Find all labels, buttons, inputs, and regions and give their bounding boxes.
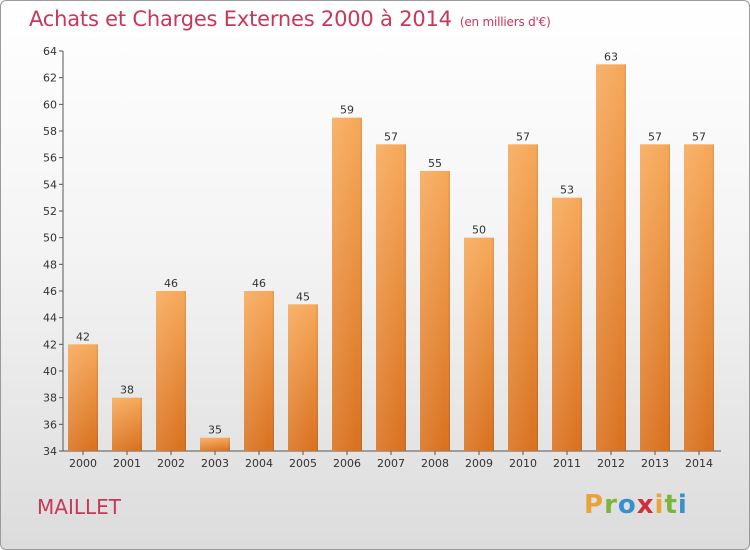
logo-letter: t: [664, 490, 678, 520]
y-tick-label: 44: [43, 312, 57, 325]
x-tick-label: 2014: [685, 457, 713, 470]
y-tick-label: 56: [43, 152, 57, 165]
x-tick-label: 2004: [245, 457, 273, 470]
x-tick-label: 2001: [113, 457, 141, 470]
y-tick-label: 50: [43, 232, 57, 245]
x-tick-label: 2013: [641, 457, 669, 470]
x-tick-label: 2003: [201, 457, 229, 470]
bar-shade: [420, 171, 450, 451]
bar-shade: [200, 437, 230, 451]
bar-shade: [552, 197, 582, 451]
bar-shade: [288, 304, 318, 451]
logo-letter: i: [654, 490, 665, 520]
x-tick-label: 2007: [377, 457, 405, 470]
x-tick-label: 2008: [421, 457, 449, 470]
x-tick-label: 2005: [289, 457, 317, 470]
x-tick-label: 2010: [509, 457, 537, 470]
bar-value-label: 35: [208, 424, 222, 437]
x-tick-label: 2012: [597, 457, 625, 470]
y-tick-label: 40: [43, 365, 57, 378]
y-tick-label: 36: [43, 418, 57, 431]
logo-letter: x: [636, 490, 655, 520]
logo-letter: P: [584, 490, 605, 520]
x-tick-label: 2011: [553, 457, 581, 470]
bar-value-label: 63: [604, 50, 618, 63]
bar-shade: [508, 144, 538, 452]
bar-value-label: 42: [76, 330, 90, 343]
bar-shade: [332, 117, 362, 452]
x-tick-label: 2006: [333, 457, 361, 470]
bar-value-label: 46: [164, 277, 178, 290]
bar-value-label: 57: [516, 130, 530, 143]
bar-shade: [640, 144, 670, 452]
chart-subtitle: (en milliers d'€): [459, 15, 551, 29]
x-tick-label: 2002: [157, 457, 185, 470]
chart-axes: 34 36 38 40 42 44 46 48 50 52 54 56 58 60 62 64 2000 2001…: [43, 45, 721, 470]
bar-shade: [376, 144, 406, 452]
bar-value-label: 50: [472, 224, 486, 237]
bar-value-label: 57: [384, 130, 398, 143]
bar-shade: [684, 144, 714, 452]
bar-value-label: 57: [692, 130, 706, 143]
y-tick-label: 60: [43, 98, 57, 111]
bar-value-label: 57: [648, 130, 662, 143]
bar-shade: [156, 291, 186, 451]
chart-title-text: Achats et Charges Externes 2000 à 2014: [29, 7, 452, 31]
bar-shade: [112, 397, 142, 451]
y-tick-label: 46: [43, 285, 57, 298]
commune-name: MAILLET: [37, 495, 121, 519]
bar-value-label: 55: [428, 157, 442, 170]
chart-title: Achats et Charges Externes 2000 à 2014 (e…: [29, 7, 551, 31]
bar-value-label: 46: [252, 277, 266, 290]
logo-letter: o: [617, 490, 637, 520]
x-tick-label: 2009: [465, 457, 493, 470]
y-tick-label: 64: [43, 45, 57, 58]
chart-bars: 42 38 46 35 46 45 59 57 55 50 57 53 63 57 57: [68, 50, 714, 452]
y-tick-label: 34: [43, 445, 57, 458]
bar-value-label: 38: [120, 384, 134, 397]
bar-value-label: 59: [340, 104, 354, 117]
bar-value-label: 53: [560, 184, 574, 197]
proxiti-logo: Proxiti: [584, 490, 688, 520]
bar-shade: [596, 64, 626, 452]
x-tick-label: 2000: [69, 457, 97, 470]
bar-shade: [464, 237, 494, 451]
bar-shade: [244, 291, 274, 451]
y-tick-label: 58: [43, 125, 57, 138]
y-tick-label: 38: [43, 392, 57, 405]
logo-letter: r: [604, 490, 618, 520]
y-tick-label: 42: [43, 338, 57, 351]
bar-shade: [68, 344, 98, 451]
bar-value-label: 45: [296, 290, 310, 303]
y-tick-label: 62: [43, 72, 57, 85]
y-tick-label: 54: [43, 178, 57, 191]
y-tick-label: 48: [43, 258, 57, 271]
logo-letter: i: [677, 490, 688, 520]
y-tick-label: 52: [43, 205, 57, 218]
